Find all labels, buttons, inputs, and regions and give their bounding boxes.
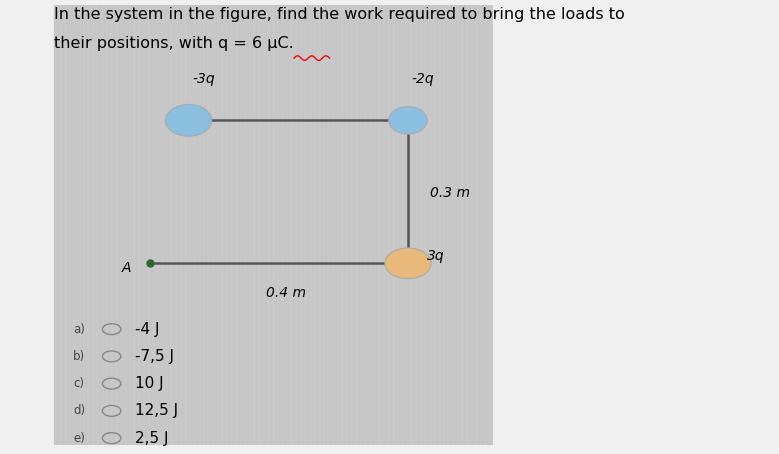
Text: 12,5 J: 12,5 J: [135, 403, 178, 419]
Text: -7,5 J: -7,5 J: [135, 349, 174, 364]
Text: their positions, with q = 6 μC.: their positions, with q = 6 μC.: [54, 36, 294, 51]
Text: c): c): [73, 377, 84, 390]
Text: d): d): [73, 405, 85, 417]
Text: e): e): [73, 432, 85, 444]
Text: 2,5 J: 2,5 J: [135, 430, 168, 446]
Text: 10 J: 10 J: [135, 376, 164, 391]
Ellipse shape: [389, 107, 427, 134]
Text: In the system in the figure, find the work required to bring the loads to: In the system in the figure, find the wo…: [54, 7, 625, 22]
Text: b): b): [73, 350, 85, 363]
Text: -3q: -3q: [192, 72, 215, 86]
Text: 0.3 m: 0.3 m: [429, 186, 470, 200]
Ellipse shape: [165, 104, 212, 136]
Text: -2q: -2q: [412, 72, 435, 86]
Text: 3q: 3q: [427, 249, 445, 263]
FancyBboxPatch shape: [54, 5, 492, 445]
Text: A: A: [122, 261, 131, 275]
Text: a): a): [73, 323, 85, 336]
Ellipse shape: [385, 248, 431, 279]
Text: 0.4 m: 0.4 m: [266, 286, 305, 300]
Text: -4 J: -4 J: [135, 321, 159, 337]
